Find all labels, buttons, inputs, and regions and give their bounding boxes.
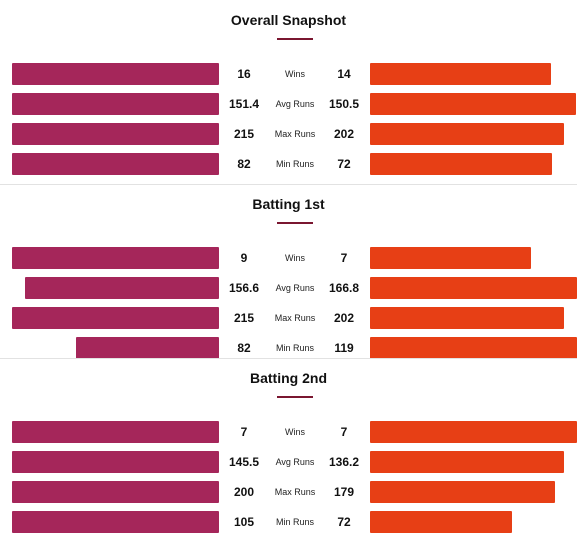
- bar-right-min-runs: [370, 153, 552, 175]
- bar-right-wins: [370, 63, 551, 85]
- value-right: 72: [337, 157, 351, 171]
- value-left: 200: [233, 485, 255, 499]
- bar-right-max-runs: [370, 307, 564, 329]
- bar-left-wins: [12, 63, 219, 85]
- metric-label: Wins: [285, 253, 305, 263]
- bar-left-max-runs: [12, 123, 219, 145]
- metric-label: Min Runs: [275, 517, 314, 527]
- value-right: 136.2: [328, 455, 360, 469]
- bar-left-avg-runs: [25, 277, 219, 299]
- section-title: Batting 1st: [252, 196, 325, 212]
- bar-left-avg-runs: [12, 451, 219, 473]
- section-title: Overall Snapshot: [230, 12, 347, 28]
- value-left: 9: [240, 251, 248, 265]
- bar-left-max-runs: [12, 481, 219, 503]
- metric-label: Wins: [285, 427, 305, 437]
- value-right: 14: [337, 67, 351, 81]
- value-right: 166.8: [328, 281, 360, 295]
- value-right: 7: [340, 251, 348, 265]
- value-right: 202: [333, 311, 355, 325]
- bar-left-wins: [12, 247, 219, 269]
- bar-right-avg-runs: [370, 277, 577, 299]
- bar-right-avg-runs: [370, 93, 576, 115]
- bar-right-min-runs: [370, 511, 512, 533]
- metric-label: Avg Runs: [275, 99, 315, 109]
- section-title-underline: [277, 38, 313, 40]
- metric-label: Avg Runs: [275, 457, 315, 467]
- value-left: 7: [240, 425, 248, 439]
- value-right: 179: [333, 485, 355, 499]
- metric-label: Min Runs: [275, 159, 314, 169]
- bar-right-wins: [370, 421, 577, 443]
- value-left: 16: [237, 67, 251, 81]
- value-right: 72: [337, 515, 351, 529]
- section-title-underline: [277, 222, 313, 224]
- section-divider: [0, 358, 577, 359]
- value-right: 7: [340, 425, 348, 439]
- metric-label: Max Runs: [274, 313, 316, 323]
- bar-left-min-runs: [12, 153, 219, 175]
- section-title-underline: [277, 396, 313, 398]
- section-divider: [0, 184, 577, 185]
- bar-right-wins: [370, 247, 531, 269]
- value-left: 105: [233, 515, 255, 529]
- value-right: 150.5: [328, 97, 360, 111]
- metric-label: Avg Runs: [275, 283, 315, 293]
- value-left: 215: [233, 311, 255, 325]
- value-left: 82: [237, 341, 251, 355]
- value-left: 145.5: [228, 455, 260, 469]
- bar-left-min-runs: [12, 511, 219, 533]
- section-title: Batting 2nd: [250, 370, 327, 386]
- value-left: 156.6: [228, 281, 260, 295]
- bar-right-avg-runs: [370, 451, 564, 473]
- bar-right-min-runs: [370, 337, 577, 359]
- value-right: 119: [334, 341, 354, 355]
- value-right: 202: [333, 127, 355, 141]
- value-left: 151.4: [228, 97, 260, 111]
- bar-right-max-runs: [370, 481, 555, 503]
- metric-label: Max Runs: [274, 129, 316, 139]
- bar-left-min-runs: [76, 337, 219, 359]
- metric-label: Wins: [285, 69, 305, 79]
- metric-label: Max Runs: [274, 487, 316, 497]
- bar-left-avg-runs: [12, 93, 219, 115]
- bar-right-max-runs: [370, 123, 564, 145]
- value-left: 215: [233, 127, 255, 141]
- bar-left-wins: [12, 421, 219, 443]
- bar-left-max-runs: [12, 307, 219, 329]
- value-left: 82: [237, 157, 251, 171]
- metric-label: Min Runs: [275, 343, 314, 353]
